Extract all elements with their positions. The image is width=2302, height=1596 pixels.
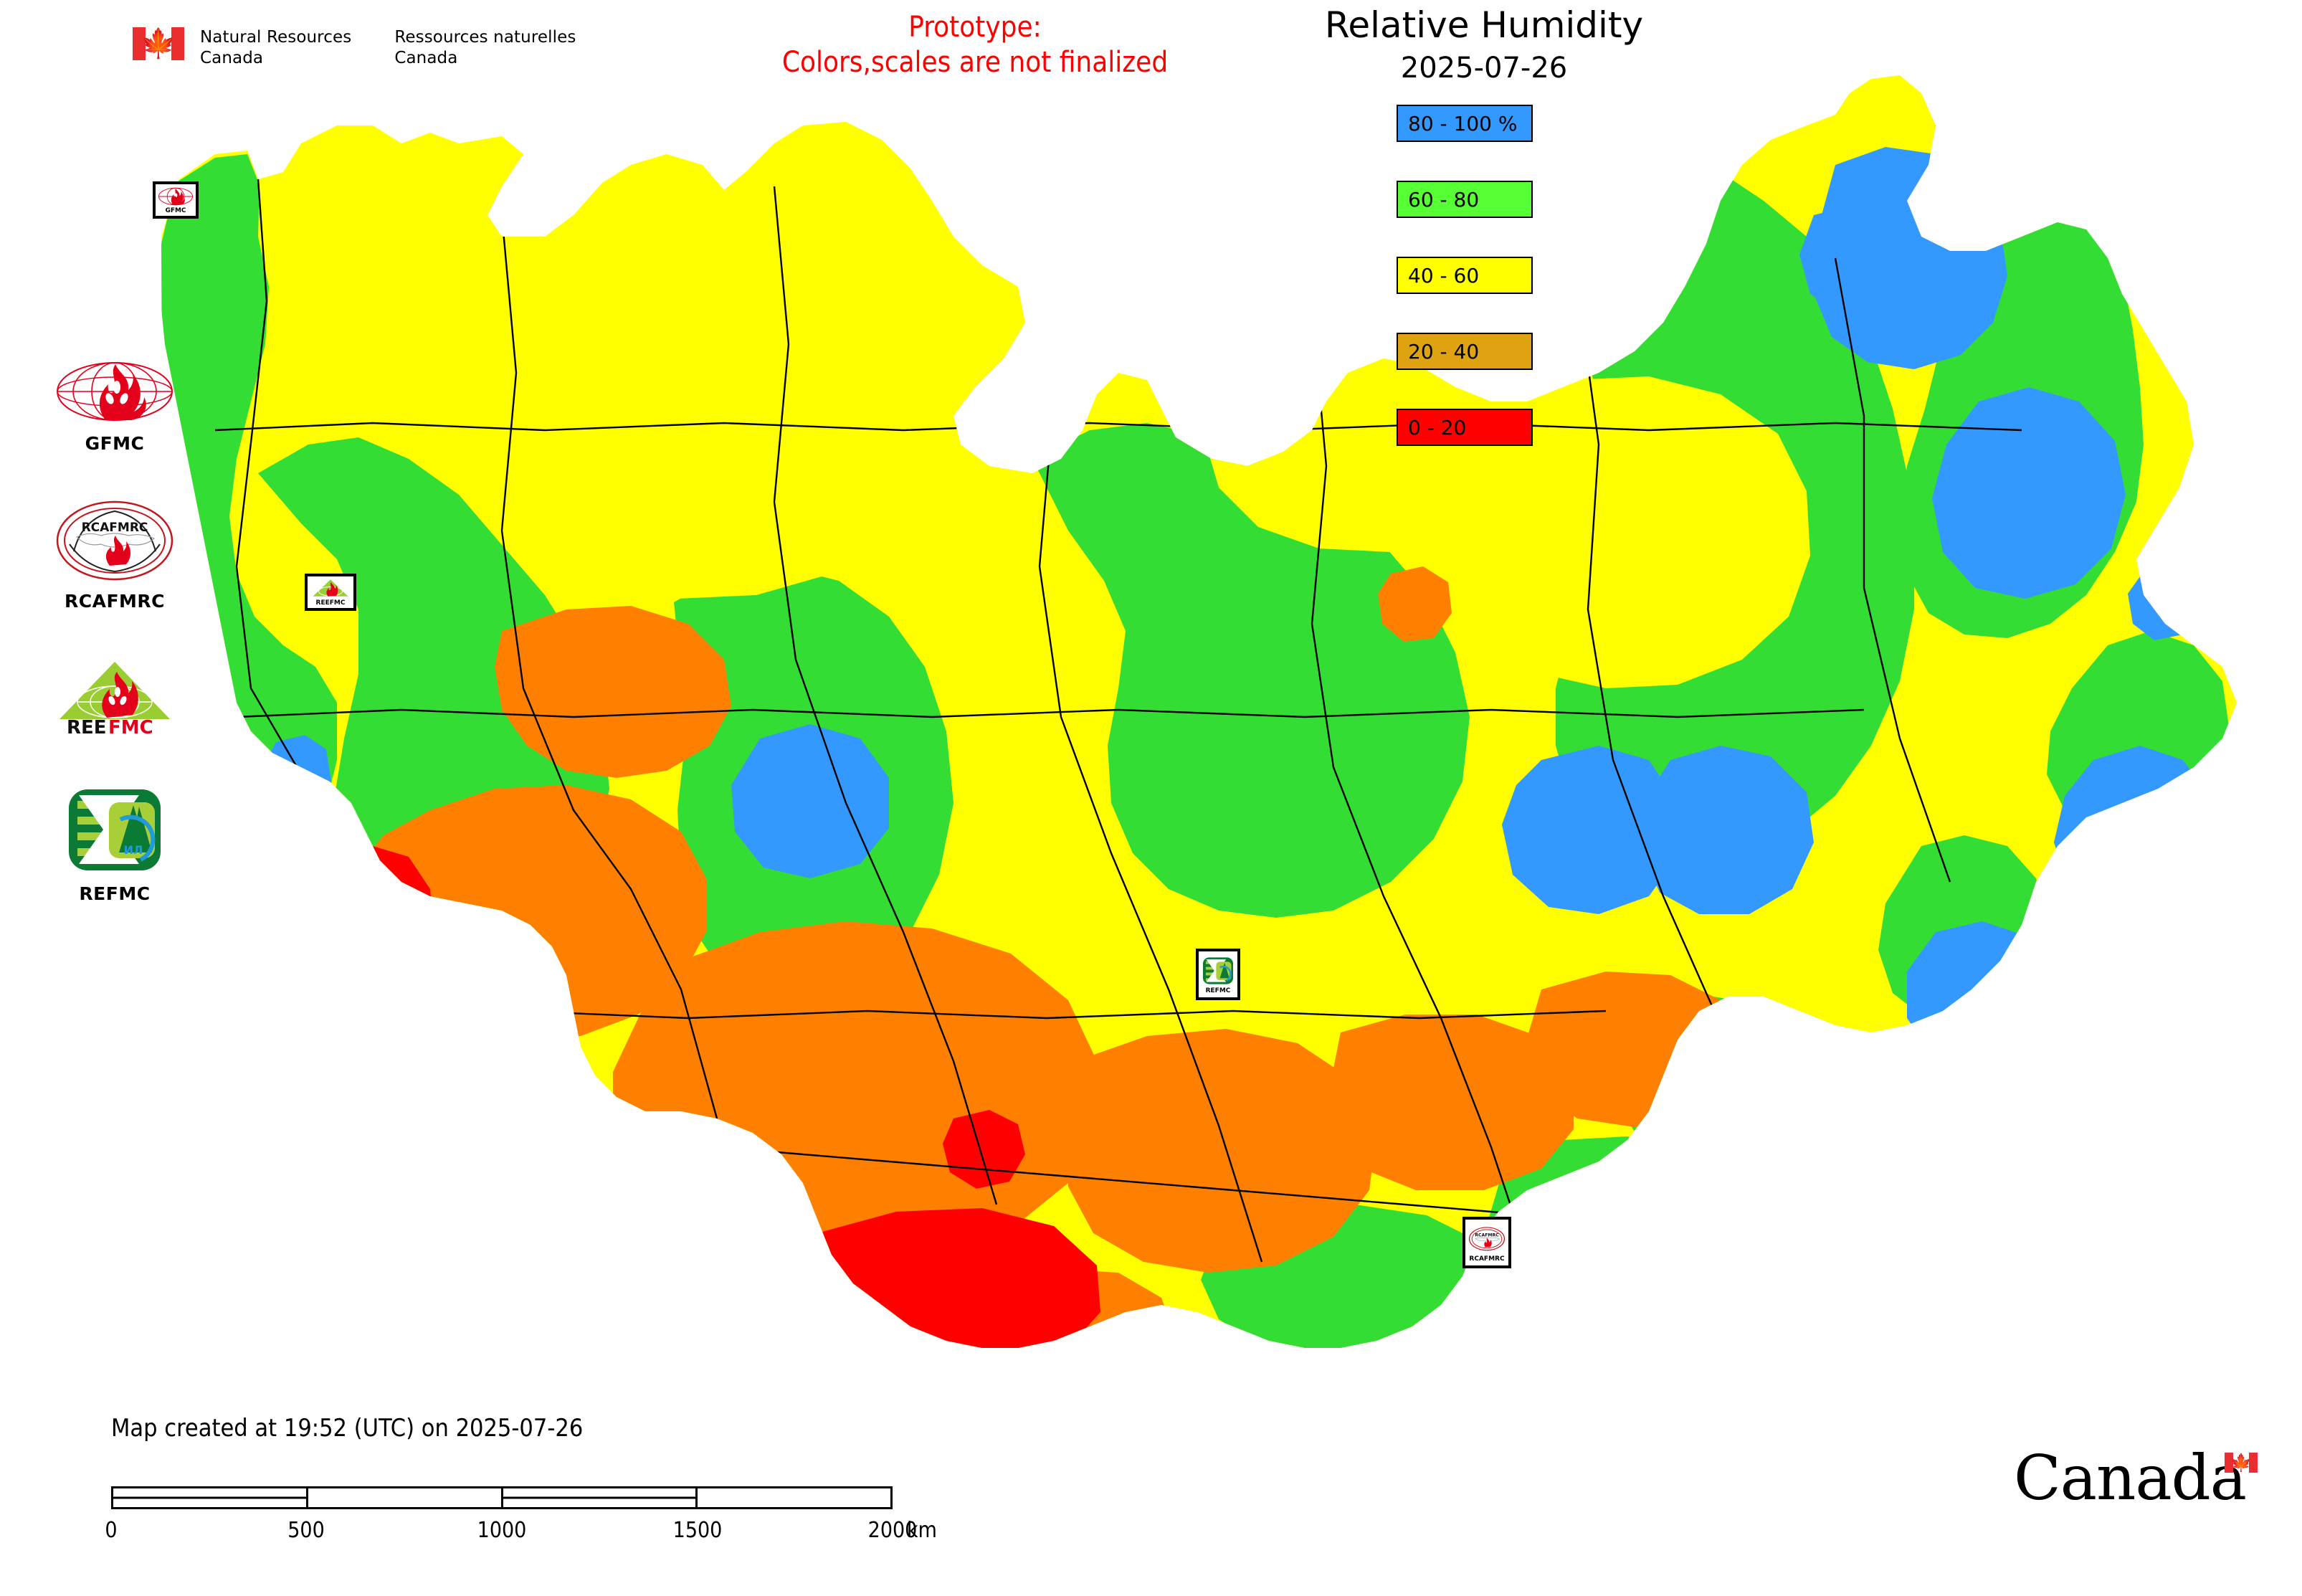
map-marker-refmc[interactable]: REFMC	[1196, 949, 1240, 1000]
nrcan-name-fr: Ressources naturelles Canada	[394, 28, 576, 68]
page-title: Relative Humidity	[1324, 4, 1644, 46]
gfmc-globe-flame-icon	[158, 187, 193, 206]
logo-caption-rcafmrc: RCAFMRC	[65, 591, 165, 612]
map-marker-rcafmrc[interactable]: RCAFMRC RCAFMRC	[1462, 1217, 1511, 1268]
canada-wordmark: Canada 🍁	[2013, 1443, 2258, 1514]
legend-swatch-0-20: 0 - 20	[1397, 409, 1533, 446]
partner-logo-reefmc: REE FMC	[43, 657, 186, 739]
map-created-text: Map created at 19:52 (UTC) on 2025-07-26	[111, 1414, 584, 1443]
refmc-sigma-tree-icon	[1202, 957, 1234, 984]
nrcan-name-en: Natural Resources Canada	[200, 28, 352, 68]
partner-logo-gfmc: GFMC	[43, 358, 186, 454]
scale-tick-500: 500	[287, 1518, 325, 1543]
marker-caption: RCAFMRC	[1469, 1255, 1505, 1263]
partner-logo-rcafmrc: RCAFMRC RCAFMRC	[43, 500, 186, 612]
legend-swatch-40-60: 40 - 60	[1397, 257, 1533, 294]
scale-bar: 0 500 1000 1500 2000 km	[105, 1486, 937, 1551]
canada-flag-icon: 🍁	[2225, 1453, 2258, 1473]
reefmc-wordmark-red: FMC	[108, 717, 153, 736]
reefmc-triangle-flame-icon	[313, 579, 348, 597]
scale-tick-0: 0	[105, 1518, 118, 1543]
partner-logo-refmc: ИЛ REFMC	[43, 785, 186, 904]
partner-logo-column: GFMC RCAFMRC RCAFMRC REE FMC	[43, 358, 186, 950]
legend-swatch-20-40: 20 - 40	[1397, 333, 1533, 370]
nrcan-signature: 🍁 Natural Resources Canada Ressources na…	[133, 27, 576, 70]
legend-swatch-80-100: 80 - 100 %	[1397, 105, 1533, 142]
reefmc-wordmark-dark: REE	[67, 717, 107, 736]
legend-item: 0 - 20	[1397, 397, 1533, 457]
legend-item: 40 - 60	[1397, 245, 1533, 305]
legend: 80 - 100 % 60 - 80 40 - 60 20 - 40 0 - 2…	[1397, 93, 1533, 473]
marker-caption: GFMC	[165, 207, 186, 214]
logo-caption-refmc: REFMC	[79, 883, 151, 904]
refmc-sigma-tree-icon: ИЛ	[69, 789, 161, 870]
canada-wordmark-text: Canada	[2013, 1443, 2247, 1514]
reefmc-triangle-flame-icon: REE FMC	[60, 662, 170, 738]
scale-tick-1500: 1500	[672, 1518, 723, 1543]
scale-segment	[698, 1488, 890, 1507]
legend-item: 20 - 40	[1397, 321, 1533, 381]
scale-segment	[308, 1488, 503, 1507]
scale-unit: km	[907, 1518, 937, 1543]
svg-text:RCAFMRC: RCAFMRC	[1475, 1232, 1499, 1238]
logo-caption-gfmc: GFMC	[85, 433, 145, 454]
map-date: 2025-07-26	[1400, 52, 1568, 85]
map-marker-reefmc[interactable]: REEFMC	[305, 574, 356, 611]
scale-tick-2000: 2000	[867, 1518, 918, 1543]
rcafmrc-oval-flame-icon: RCAFMRC	[1468, 1227, 1506, 1251]
scale-bar-labels: 0 500 1000 1500 2000 km	[105, 1518, 937, 1551]
scale-bar-graphic	[111, 1486, 893, 1509]
legend-swatch-60-80: 60 - 80	[1397, 181, 1533, 218]
marker-caption: REEFMC	[315, 599, 346, 607]
scale-segment	[113, 1488, 308, 1507]
canada-flag-icon: 🍁	[133, 27, 184, 60]
gfmc-globe-flame-icon	[57, 362, 173, 421]
map-marker-gfmc[interactable]: GFMC	[153, 181, 199, 219]
marker-caption: REFMC	[1205, 987, 1231, 994]
scale-segment	[503, 1488, 698, 1507]
legend-item: 60 - 80	[1397, 169, 1533, 229]
prototype-warning: Prototype: Colors,scales are not finaliz…	[781, 11, 1169, 79]
scale-tick-1000: 1000	[477, 1518, 527, 1543]
svg-text:ИЛ: ИЛ	[124, 843, 143, 857]
rcafmrc-inner-text: RCAFMRC	[82, 521, 148, 535]
legend-item: 80 - 100 %	[1397, 93, 1533, 153]
rcafmrc-oval-flame-icon: RCAFMRC	[56, 500, 173, 581]
